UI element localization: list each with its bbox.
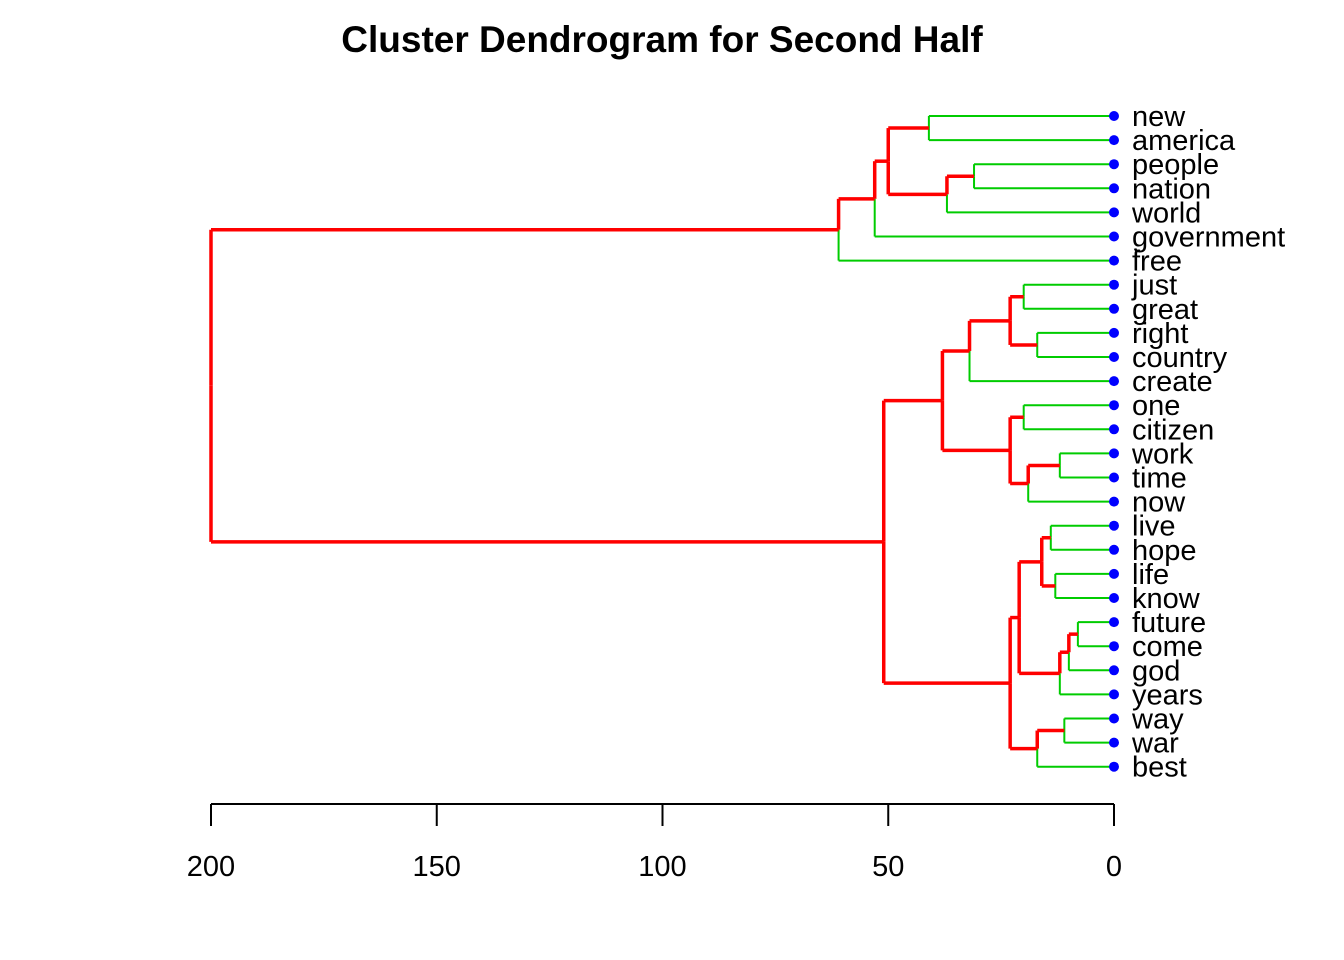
dendrogram-tree (209, 115, 1114, 768)
leaf-label: right (1132, 318, 1188, 350)
leaf-point (1109, 520, 1119, 531)
leaf-point (1109, 303, 1119, 314)
leaf-point (1109, 111, 1119, 121)
leaf-label: years (1132, 679, 1203, 711)
leaf-point (1109, 496, 1119, 507)
leaf-label: world (1131, 197, 1201, 229)
leaf-label: america (1132, 125, 1236, 157)
leaf-point (1109, 279, 1119, 290)
leaf-point (1109, 544, 1119, 555)
leaf-point (1109, 183, 1119, 194)
leaf-point (1109, 737, 1119, 748)
leaf-label: time (1132, 463, 1187, 495)
leaf-point (1109, 327, 1119, 338)
leaf-point (1109, 665, 1119, 676)
leaf-label: free (1132, 246, 1182, 278)
leaf-point (1109, 713, 1119, 724)
leaf-label: nation (1132, 173, 1211, 205)
leaf-label: just (1131, 270, 1177, 302)
leaf-point (1109, 255, 1119, 266)
leaf-label: work (1131, 438, 1194, 470)
leaf-points (1109, 111, 1119, 772)
leaf-label: god (1132, 655, 1180, 687)
leaf-label: country (1132, 342, 1228, 374)
leaf-point (1109, 352, 1119, 362)
leaf-label: government (1132, 222, 1285, 254)
x-axis: 200 150 100 50 0 (187, 803, 1122, 883)
leaf-point (1109, 593, 1119, 603)
leaf-point (1109, 159, 1119, 170)
leaf-label: best (1132, 752, 1187, 784)
leaf-label: now (1132, 487, 1186, 519)
leaf-point (1109, 472, 1119, 483)
leaf-point (1109, 568, 1119, 579)
leaf-point (1109, 448, 1119, 459)
leaf-label: live (1132, 511, 1176, 543)
leaf-label: war (1131, 728, 1179, 760)
leaf-label: create (1132, 366, 1213, 398)
leaf-label: people (1132, 149, 1219, 181)
leaf-point (1109, 135, 1119, 146)
x-axis-tick-label: 100 (638, 851, 686, 883)
leaf-point (1109, 761, 1119, 772)
x-axis-tick-label: 150 (413, 851, 461, 883)
x-axis-tick-label: 50 (872, 851, 904, 883)
leaf-point (1109, 689, 1119, 700)
x-axis-tick-label: 200 (187, 851, 235, 883)
chart-title: Cluster Dendrogram for Second Half (341, 19, 983, 60)
leaf-point (1109, 376, 1119, 387)
leaf-label: new (1132, 101, 1186, 133)
leaf-point (1109, 424, 1119, 435)
leaf-point (1109, 400, 1119, 411)
x-axis-tick-label: 0 (1106, 851, 1122, 883)
leaf-point (1109, 207, 1119, 218)
leaf-point (1109, 617, 1119, 628)
leaf-label: citizen (1132, 414, 1214, 446)
leaf-point (1109, 231, 1119, 242)
leaf-label: future (1132, 607, 1206, 639)
leaf-label: life (1132, 559, 1169, 591)
leaf-label: hope (1132, 535, 1197, 567)
leaf-labels: newamericapeoplenationworldgovernmentfre… (1131, 101, 1285, 784)
leaf-label: come (1132, 631, 1203, 663)
leaf-point (1109, 641, 1119, 652)
leaf-label: one (1132, 390, 1180, 422)
leaf-label: way (1131, 704, 1184, 736)
leaf-label: great (1132, 294, 1198, 326)
leaf-label: know (1132, 583, 1201, 615)
